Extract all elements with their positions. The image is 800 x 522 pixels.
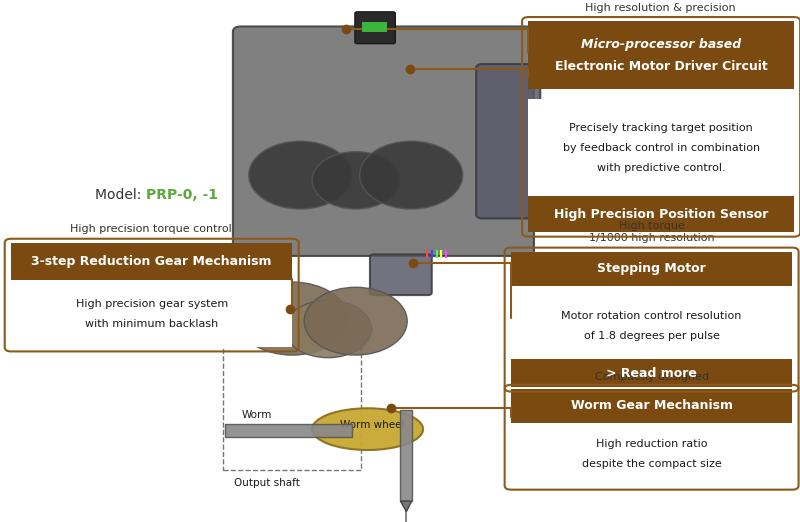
FancyBboxPatch shape	[370, 254, 432, 295]
Text: 1/1000 high resolution: 1/1000 high resolution	[590, 233, 715, 243]
Bar	[11, 243, 292, 280]
Bar	[511, 423, 792, 485]
Bar	[529, 100, 794, 196]
FancyBboxPatch shape	[233, 27, 534, 256]
Bar	[511, 252, 792, 286]
Circle shape	[249, 141, 352, 209]
Text: Worm wheel: Worm wheel	[340, 420, 404, 430]
Polygon shape	[401, 501, 411, 512]
Text: by feedback control in combination: by feedback control in combination	[562, 143, 760, 153]
Text: High Precision Position Sensor: High Precision Position Sensor	[554, 208, 768, 221]
Bar	[511, 359, 792, 387]
FancyBboxPatch shape	[476, 64, 540, 218]
Text: Compactly designed: Compactly designed	[595, 372, 709, 382]
Text: Micro-processor based: Micro-processor based	[581, 38, 742, 51]
Circle shape	[360, 141, 462, 209]
Text: High torque: High torque	[619, 221, 685, 231]
Text: with minimum backlash: with minimum backlash	[85, 319, 218, 329]
Circle shape	[312, 151, 399, 209]
Text: Output shaft: Output shaft	[234, 478, 300, 488]
Circle shape	[284, 300, 371, 358]
Text: of 1.8 degrees per pulse: of 1.8 degrees per pulse	[584, 331, 719, 341]
Text: PRP-0, -1: PRP-0, -1	[146, 188, 218, 202]
Text: Motor rotation control resolution: Motor rotation control resolution	[562, 311, 742, 321]
Circle shape	[304, 287, 407, 355]
Text: High resolution & precision: High resolution & precision	[586, 3, 736, 13]
Text: High precision gear system: High precision gear system	[75, 299, 228, 309]
Text: despite the compact size: despite the compact size	[582, 459, 722, 469]
Text: Model:: Model:	[95, 188, 146, 202]
Bar	[400, 410, 412, 501]
Circle shape	[237, 282, 348, 355]
Bar	[362, 22, 387, 32]
Text: 3-step Reduction Gear Mechanism: 3-step Reduction Gear Mechanism	[31, 255, 272, 268]
Ellipse shape	[312, 408, 423, 450]
Text: with predictive control.: with predictive control.	[597, 162, 726, 173]
Bar	[11, 280, 292, 347]
Bar	[529, 21, 794, 89]
Text: Worm: Worm	[242, 410, 272, 420]
Text: High precision torque control: High precision torque control	[70, 223, 232, 233]
Bar	[222, 318, 362, 470]
Text: > Read more: > Read more	[606, 366, 697, 379]
Text: Electronic Motor Driver Circuit: Electronic Motor Driver Circuit	[554, 60, 767, 73]
Bar	[511, 293, 792, 359]
Bar	[529, 196, 794, 232]
FancyBboxPatch shape	[355, 12, 395, 44]
Bar	[225, 424, 352, 437]
Text: Stepping Motor: Stepping Motor	[598, 262, 706, 275]
Text: High reduction ratio: High reduction ratio	[596, 440, 707, 449]
Bar	[511, 389, 792, 423]
Text: Worm Gear Mechanism: Worm Gear Mechanism	[570, 399, 733, 412]
Text: Precisely tracking target position: Precisely tracking target position	[570, 123, 753, 133]
